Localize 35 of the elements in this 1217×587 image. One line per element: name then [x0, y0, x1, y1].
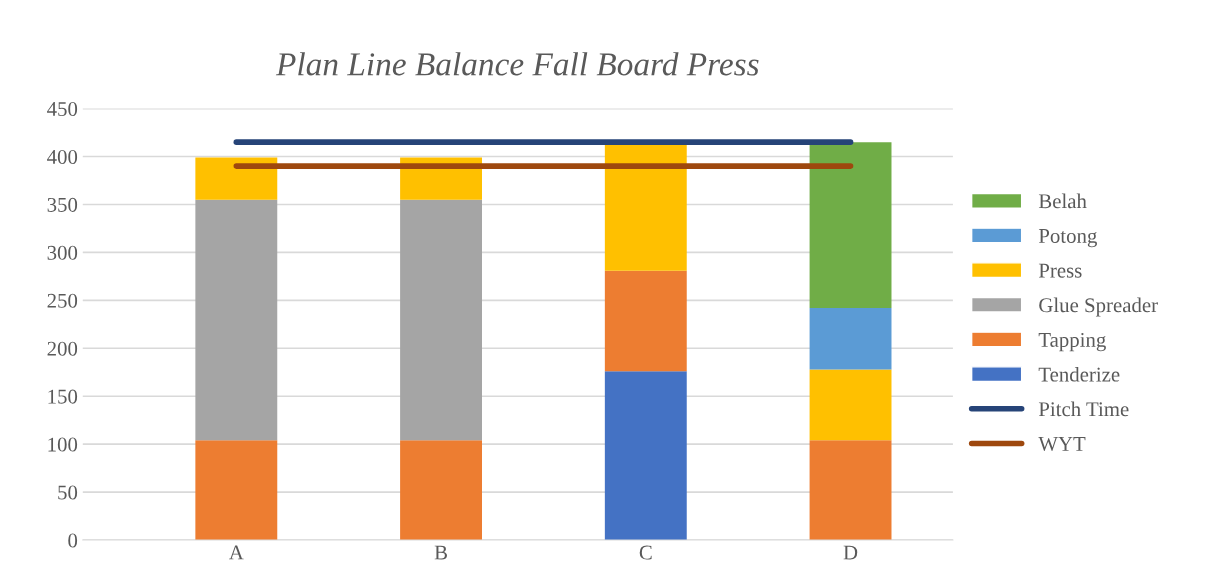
- bar: [195, 440, 278, 541]
- y-tick-label: 0: [68, 533, 78, 548]
- y-tick-label: 250: [47, 293, 78, 308]
- y-tick-label: 200: [47, 341, 78, 356]
- y-tick-label: 300: [47, 245, 78, 260]
- legend-label: Tapping: [1038, 332, 1106, 352]
- legend-label: Potong: [1038, 229, 1097, 248]
- y-tick-label: 400: [47, 149, 78, 164]
- chart-title: Plan Line Balance Fall Board Press: [275, 52, 759, 76]
- legend-label: Tenderize: [1038, 366, 1120, 382]
- legend-label: WYT: [1038, 437, 1086, 452]
- legend-label: Pitch Time: [1038, 401, 1129, 417]
- y-tick-label: 50: [58, 485, 78, 500]
- bar: [195, 157, 278, 200]
- bar: [809, 308, 892, 370]
- bar: [604, 145, 687, 271]
- bar: [809, 369, 892, 441]
- bar: [195, 199, 278, 441]
- y-tick-label: 450: [47, 101, 78, 117]
- x-tick-label: A: [229, 545, 244, 560]
- bar: [400, 199, 482, 441]
- bar: [809, 142, 892, 309]
- bar: [604, 371, 687, 541]
- bar: [400, 440, 482, 541]
- x-tick-label: C: [639, 545, 652, 560]
- y-tick-label: 150: [48, 389, 78, 404]
- y-tick-label: 100: [48, 437, 78, 452]
- x-tick-label: D: [843, 545, 858, 560]
- legend-label: Glue Spreader: [1039, 297, 1158, 317]
- bar: [809, 440, 892, 541]
- bar: [604, 270, 687, 372]
- x-tick-label: B: [434, 545, 447, 560]
- y-tick-label: 350: [47, 197, 78, 212]
- legend-label: Press: [1038, 263, 1082, 278]
- legend-label: Belah: [1038, 193, 1087, 209]
